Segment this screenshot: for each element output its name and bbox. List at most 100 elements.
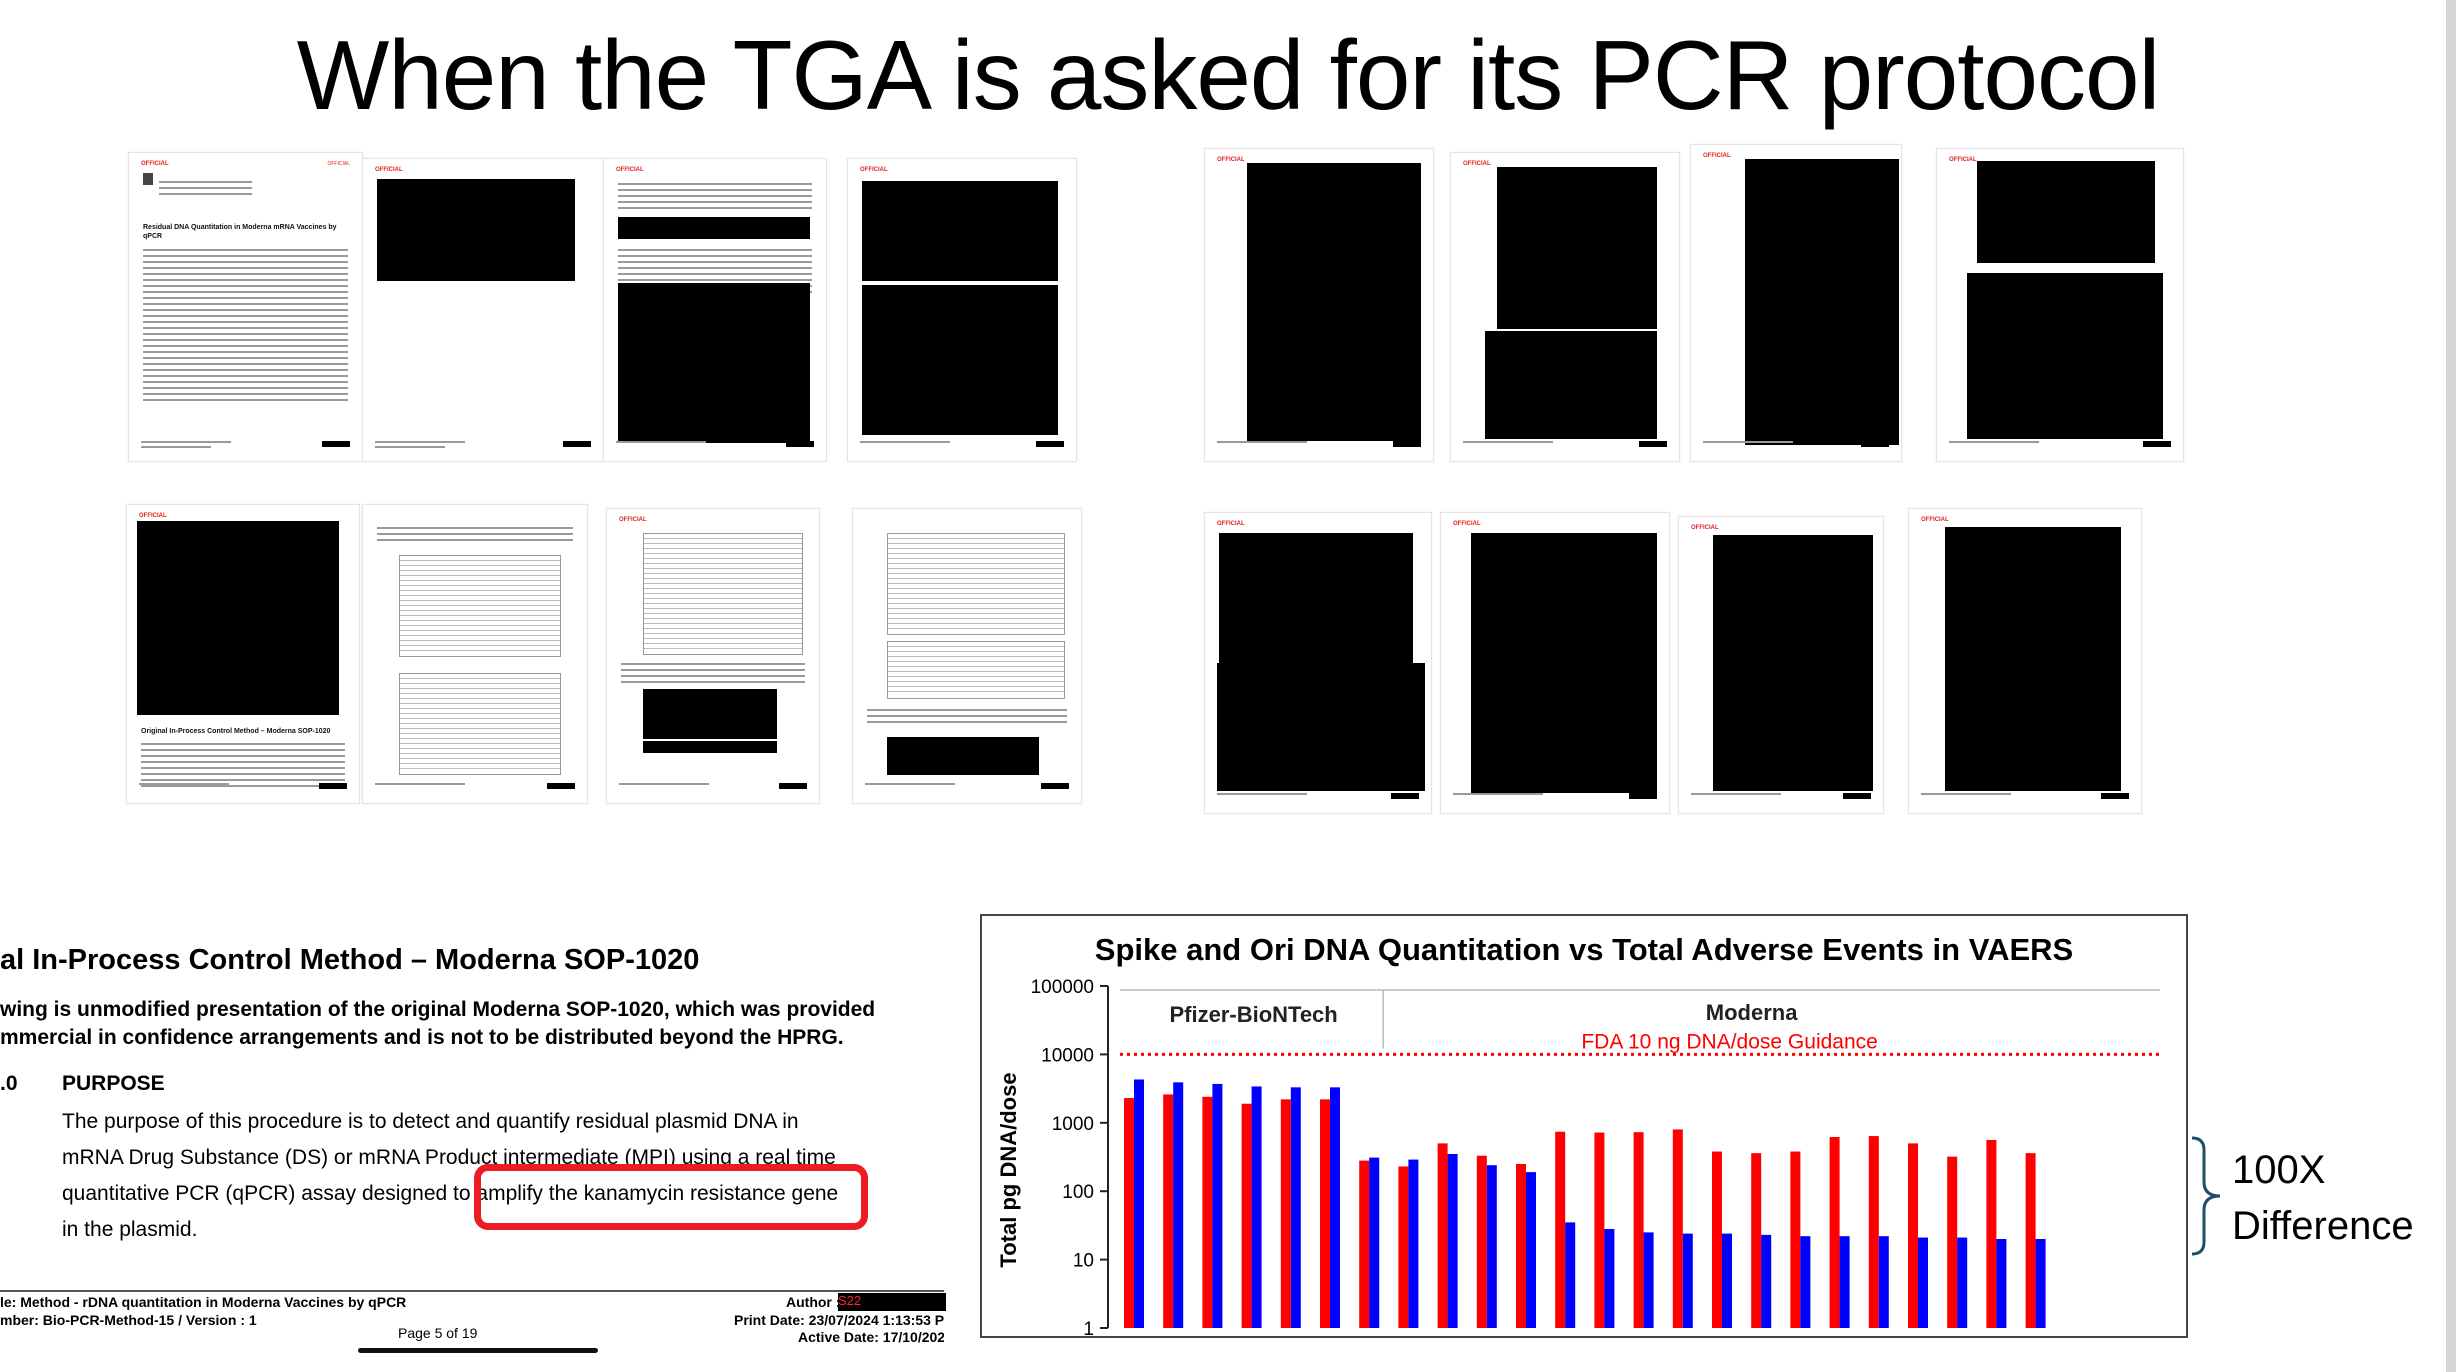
footer-author-label: Author :: [786, 1294, 841, 1310]
bar-blue: [1878, 1236, 1889, 1328]
thumbnail-page-5: OFFICIAL: [1204, 148, 1434, 462]
bar-blue: [1996, 1239, 2007, 1328]
thumbnail-page-8: OFFICIAL: [1936, 148, 2184, 462]
official-label: OFFICIAL: [327, 161, 350, 167]
bar-red: [1516, 1163, 1526, 1328]
page-footer: [1949, 441, 2171, 451]
body-text: quantitative PCR (qPCR) assay designed t…: [62, 1182, 471, 1205]
thumbnail-page-1: OFFICIAL OFFICIAL Residual DNA Quantitat…: [128, 152, 363, 462]
redaction-block: [1219, 533, 1413, 663]
page-indicator: Page 5 of 19: [398, 1325, 478, 1341]
bar-blue: [1486, 1165, 1497, 1328]
document-intro-line: mmercial in confidence arrangements and …: [0, 1026, 844, 1049]
responsibility-table: [399, 673, 561, 775]
thumbnail-page-15: OFFICIAL: [1678, 516, 1884, 814]
bar-blue: [2035, 1239, 2046, 1328]
redaction-block: [887, 737, 1039, 775]
document-heading: al In-Process Control Method – Moderna S…: [0, 944, 700, 976]
highlighted-text: amplify the kanamycin resistance gene: [476, 1182, 839, 1205]
redaction-block: [862, 181, 1058, 281]
official-label: OFFICIAL: [1217, 521, 1245, 527]
page-footer: [1463, 441, 1667, 451]
bar-red: [1633, 1132, 1644, 1328]
page-footer: [1453, 793, 1657, 803]
bar-red: [1908, 1143, 1918, 1328]
bar-blue: [1173, 1082, 1184, 1328]
document-body-line: quantitative PCR (qPCR) assay designed t…: [62, 1182, 838, 1206]
bar-blue: [1330, 1087, 1340, 1328]
footer-number: mber: Bio-PCR-Method-15 / Version : 1: [0, 1312, 257, 1328]
page-footer: [1703, 441, 1889, 451]
official-label: OFFICIAL: [1949, 157, 1977, 163]
y-tick-label: 1: [1083, 1319, 1094, 1338]
text-block: [159, 177, 252, 199]
page-footer: [375, 441, 591, 451]
page-footer: [865, 783, 1069, 793]
page-footer: [375, 783, 575, 793]
bar-red: [1359, 1160, 1370, 1328]
bar-red: [1712, 1151, 1722, 1328]
page-footer: [1217, 441, 1421, 451]
equipment-table: [887, 641, 1065, 699]
bar-blue: [1957, 1237, 1968, 1328]
bar-red: [1163, 1094, 1174, 1328]
y-tick-label: 1000: [1052, 1114, 1094, 1135]
y-tick-label: 100: [1062, 1182, 1094, 1203]
page-footer: [141, 441, 350, 451]
official-label: OFFICIAL: [1217, 157, 1245, 163]
chart-title: Spike and Ori DNA Quantitation vs Total …: [1095, 932, 2073, 967]
redaction-block: [1471, 533, 1657, 793]
thumbnail-page-13: OFFICIAL: [1204, 512, 1432, 814]
bar-red: [1947, 1156, 1958, 1328]
crest-icon: [143, 173, 153, 185]
chart: Spike and Ori DNA Quantitation vs Total …: [996, 932, 2160, 1338]
document-body-line: mRNA Drug Substance (DS) or mRNA Product…: [62, 1146, 836, 1169]
footer-title: le: Method - rDNA quantitation in Modern…: [0, 1294, 407, 1310]
slide-title: When the TGA is asked for its PCR protoc…: [296, 20, 2161, 130]
bar-blue: [1447, 1153, 1458, 1328]
bar-blue: [1839, 1236, 1850, 1328]
footer-divider: [0, 1290, 944, 1292]
official-label: OFFICIAL: [1453, 521, 1481, 527]
redaction-block: [618, 217, 810, 239]
page-footer: [616, 441, 814, 451]
slide-edge: [2446, 0, 2456, 1372]
bar-red: [1790, 1151, 1801, 1328]
redaction-block: [1967, 273, 2163, 439]
bar-blue: [1290, 1087, 1301, 1328]
page-footer: [1691, 793, 1871, 803]
thumbnail-page-4: OFFICIAL: [847, 158, 1077, 462]
redaction-block: [643, 741, 777, 753]
page-footer: [619, 783, 807, 793]
y-tick-label: 10: [1073, 1251, 1094, 1272]
redaction-block: [137, 521, 339, 715]
official-label: OFFICIAL: [139, 513, 167, 519]
text-block: [143, 245, 348, 405]
official-label: OFFICIAL: [619, 517, 647, 523]
official-label: OFFICIAL: [375, 167, 403, 173]
redaction-block: [1497, 167, 1657, 329]
official-label: OFFICIAL: [1463, 161, 1491, 167]
official-label: OFFICIAL: [860, 167, 888, 173]
materials-table: [887, 533, 1065, 635]
page-footer: [139, 783, 347, 793]
thumbnail-page-7: OFFICIAL: [1690, 144, 1902, 462]
bar-red: [1280, 1099, 1291, 1328]
group-label-moderna: Moderna: [1706, 1000, 1798, 1025]
bar-blue: [1918, 1237, 1928, 1328]
reference-table: [399, 555, 561, 657]
highlight-box: [474, 1164, 868, 1230]
bar-blue: [1761, 1234, 1772, 1328]
bar-blue: [1526, 1172, 1536, 1328]
page-footer: [1921, 793, 2129, 803]
bar-red: [1320, 1099, 1330, 1328]
redaction-block: [1217, 663, 1425, 791]
page-footer: [860, 441, 1064, 451]
thumbnail-page-10: [362, 504, 588, 804]
redaction-block: [1247, 163, 1421, 441]
bar-red: [1437, 1143, 1448, 1328]
footer-active-date: Active Date: 17/10/2023: [798, 1329, 944, 1345]
bar-blue: [1565, 1222, 1576, 1328]
text-block: [621, 659, 805, 687]
bar-red: [1202, 1096, 1213, 1328]
